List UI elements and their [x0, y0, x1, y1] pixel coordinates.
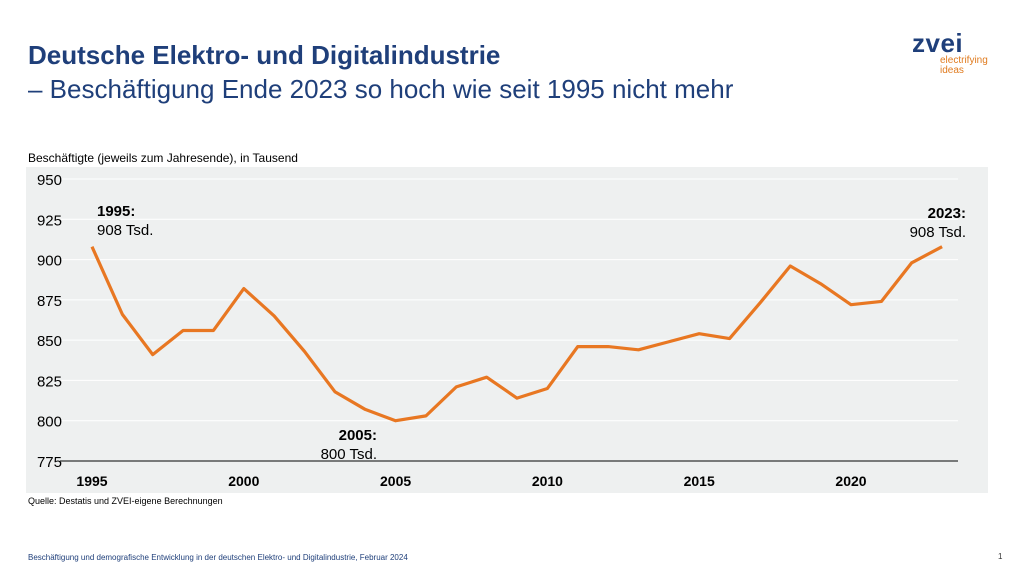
logo-name: zvei	[912, 28, 964, 58]
title: Deutsche Elektro- und Digitalindustrie	[28, 40, 501, 70]
y-tick-label: 900	[37, 253, 62, 270]
annotation-year: 2023:	[928, 205, 966, 222]
footer: Beschäftigung und demografische Entwickl…	[28, 553, 408, 562]
y-tick-label: 775	[37, 454, 62, 471]
annotation-year: 1995:	[97, 203, 135, 220]
x-tick-label: 2015	[684, 473, 715, 489]
y-tick-label: 800	[37, 414, 62, 431]
zvei-logo: zvei electrifying ideas	[912, 30, 988, 76]
y-axis-label: Beschäftigte (jeweils zum Jahresende), i…	[28, 151, 298, 165]
subtitle: – Beschäftigung Ende 2023 so hoch wie se…	[28, 74, 734, 104]
page-number: 1	[998, 552, 1003, 561]
source: Quelle: Destatis und ZVEI-eigene Berechn…	[28, 496, 223, 506]
y-tick-label: 825	[37, 373, 62, 390]
x-tick-label: 1995	[76, 473, 107, 489]
logo-slogan: ideas	[940, 65, 964, 76]
x-tick-label: 2005	[380, 473, 411, 489]
y-tick-label: 850	[37, 333, 62, 350]
annotation-value: 908 Tsd.	[97, 222, 153, 239]
plot-background	[26, 167, 988, 493]
y-tick-label: 950	[37, 172, 62, 189]
annotation-value: 908 Tsd.	[910, 224, 966, 241]
x-tick-label: 2020	[835, 473, 866, 489]
x-tick-label: 2010	[532, 473, 563, 489]
y-tick-label: 925	[37, 212, 62, 229]
annotation-year: 2005:	[339, 427, 377, 444]
y-tick-label: 875	[37, 293, 62, 310]
annotation-value: 800 Tsd.	[321, 446, 377, 463]
x-tick-label: 2000	[228, 473, 259, 489]
logo-slogan: electrifying	[940, 55, 988, 66]
